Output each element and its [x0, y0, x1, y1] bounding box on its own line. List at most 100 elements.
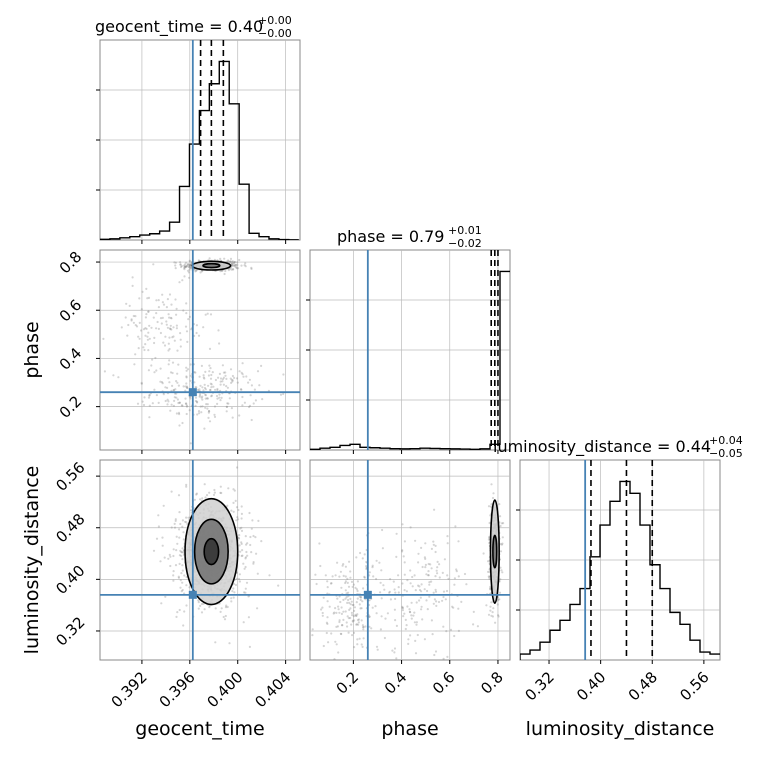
scatter-geocent-time-vs-phase-point [196, 388, 200, 391]
scatter-phase-vs-luminosity-distance-point [321, 606, 324, 609]
scatter-geocent-time-vs-phase-point [240, 388, 243, 391]
scatter-geocent-time-vs-phase-point [178, 401, 181, 404]
scatter-geocent-time-vs-phase-point [253, 388, 256, 391]
scatter-phase-vs-luminosity-distance-point [381, 528, 384, 532]
scatter-phase-vs-luminosity-distance-point [424, 566, 427, 569]
scatter-phase-vs-luminosity-distance-point [393, 651, 396, 654]
scatter-phase-vs-luminosity-distance-point [409, 634, 412, 637]
scatter-phase-vs-luminosity-distance-point [413, 621, 416, 624]
title-luminosity-distance: luminosity_distance = 0.44 [493, 437, 711, 457]
scatter-phase-vs-luminosity-distance-point [397, 574, 400, 577]
scatter-geocent-time-vs-phase-point [279, 393, 283, 396]
scatter-phase-vs-luminosity-distance-point [350, 600, 353, 603]
scatter-geocent-time-vs-phase-point [188, 315, 191, 318]
scatter-phase-vs-luminosity-distance-point [334, 640, 337, 643]
scatter-phase-vs-luminosity-distance-point [431, 633, 434, 636]
xlabel-phase: phase [381, 718, 438, 740]
scatter-geocent-time-vs-phase-point [203, 386, 207, 390]
scatter-geocent-time-vs-phase-point [186, 340, 189, 343]
scatter-geocent-time-vs-phase-point [261, 398, 264, 401]
scatter-geocent-time-vs-luminosity-distance-point [252, 534, 255, 538]
scatter-geocent-time-vs-luminosity-distance-point [256, 572, 259, 575]
scatter-phase-vs-luminosity-distance-point [425, 573, 428, 576]
scatter-phase-vs-luminosity-distance-point [405, 624, 408, 627]
scatter-phase-vs-luminosity-distance-contour-1 [492, 534, 498, 569]
scatter-phase-vs-luminosity-distance-point [350, 611, 353, 615]
scatter-phase-vs-luminosity-distance-point [353, 646, 356, 649]
scatter-geocent-time-vs-phase-point [250, 266, 253, 269]
scatter-geocent-time-vs-luminosity-distance-point [197, 607, 200, 610]
scatter-phase-vs-luminosity-distance-point [429, 563, 432, 566]
scatter-geocent-time-vs-luminosity-distance-point [237, 537, 241, 540]
scatter-phase-vs-luminosity-distance-point [446, 655, 449, 659]
scatter-geocent-time-vs-phase-point [172, 388, 175, 392]
scatter-geocent-time-vs-phase-point [207, 374, 210, 377]
scatter-phase-vs-luminosity-distance-point [325, 631, 328, 635]
scatter-geocent-time-vs-luminosity-distance-point [182, 531, 185, 534]
scatter-geocent-time-vs-phase-point [226, 386, 229, 389]
scatter-phase-vs-luminosity-distance-point [352, 603, 355, 607]
scatter-geocent-time-vs-phase-point [184, 265, 187, 268]
scatter-geocent-time-vs-luminosity-distance-point [178, 608, 181, 612]
scatter-geocent-time-vs-phase-point [159, 380, 162, 383]
scatter-geocent-time-vs-luminosity-distance-point [182, 551, 185, 554]
scatter-phase-vs-luminosity-distance-point [409, 569, 412, 572]
scatter-phase-vs-luminosity-distance-point [347, 598, 350, 602]
scatter-geocent-time-vs-phase-point [183, 275, 186, 278]
scatter-geocent-time-vs-phase-point [204, 394, 207, 397]
scatter-geocent-time-vs-phase-point [189, 363, 192, 366]
scatter-phase-vs-luminosity-distance-point [358, 595, 361, 598]
scatter-geocent-time-vs-phase-point [207, 410, 211, 413]
scatter-geocent-time-vs-phase-point [130, 318, 133, 321]
scatter-phase-vs-luminosity-distance-point [370, 627, 373, 630]
scatter-phase-vs-luminosity-distance-point [355, 623, 358, 626]
scatter-geocent-time-vs-phase-point [219, 380, 222, 383]
scatter-geocent-time-vs-phase-point [195, 386, 198, 389]
scatter-phase-vs-luminosity-distance-point [490, 614, 493, 617]
scatter-geocent-time-vs-phase-point [163, 344, 167, 347]
scatter-phase-vs-luminosity-distance-point [428, 583, 431, 586]
scatter-geocent-time-vs-phase-point [125, 302, 128, 305]
scatter-geocent-time-vs-phase-point [250, 384, 253, 387]
scatter-geocent-time-vs-phase-point [209, 382, 212, 385]
scatter-geocent-time-vs-luminosity-distance-point [225, 604, 228, 607]
scatter-geocent-time-vs-phase-point [173, 339, 176, 342]
scatter-geocent-time-vs-phase-point [160, 381, 164, 384]
scatter-geocent-time-vs-luminosity-distance-point [244, 557, 247, 560]
scatter-phase-vs-luminosity-distance-point [351, 603, 354, 607]
scatter-geocent-time-vs-phase-point [112, 374, 115, 377]
title-geocent-time: geocent_time = 0.40 [95, 17, 263, 37]
scatter-phase-vs-luminosity-distance-point [362, 626, 365, 629]
xtick-label-luminosity-distance-0: 0.32 [522, 668, 558, 704]
scatter-geocent-time-vs-phase-point [204, 313, 207, 316]
scatter-geocent-time-vs-luminosity-distance-point [180, 590, 183, 593]
scatter-phase-vs-luminosity-distance-point [499, 550, 503, 553]
scatter-phase-vs-luminosity-distance-point [355, 588, 358, 591]
scatter-geocent-time-vs-phase-point [142, 403, 146, 407]
scatter-phase-vs-luminosity-distance-point [386, 612, 389, 615]
scatter-phase-vs-luminosity-distance-point [401, 606, 404, 609]
scatter-geocent-time-vs-luminosity-distance-point [174, 564, 178, 567]
scatter-geocent-time-vs-luminosity-distance-point [176, 611, 179, 614]
scatter-geocent-time-vs-phase-point [201, 395, 204, 398]
scatter-phase-vs-luminosity-distance-points [310, 460, 510, 660]
scatter-phase-vs-luminosity-distance-point [383, 636, 386, 640]
scatter-geocent-time-vs-luminosity-distance-point [195, 492, 198, 495]
scatter-geocent-time-vs-phase-point [199, 392, 202, 395]
scatter-phase-vs-luminosity-distance-point [403, 589, 406, 592]
scatter-phase-vs-luminosity-distance-point [356, 613, 359, 616]
scatter-geocent-time-vs-phase-point [160, 322, 163, 325]
scatter-geocent-time-vs-phase-point [177, 401, 180, 405]
scatter-geocent-time-vs-phase-point [138, 297, 141, 300]
scatter-geocent-time-vs-luminosity-distance-point [178, 536, 181, 539]
scatter-geocent-time-vs-phase-point [224, 374, 227, 377]
scatter-phase-vs-luminosity-distance-point [423, 556, 426, 559]
scatter-geocent-time-vs-phase-point [217, 329, 220, 332]
scatter-phase-vs-luminosity-distance-point [418, 585, 421, 588]
scatter-phase-vs-luminosity-distance-point [432, 591, 435, 594]
scatter-geocent-time-vs-phase-point [166, 326, 169, 329]
scatter-phase-vs-luminosity-distance-point [361, 600, 364, 603]
scatter-geocent-time-vs-phase-point [168, 293, 172, 296]
scatter-geocent-time-vs-luminosity-distance-point [238, 544, 241, 547]
scatter-geocent-time-vs-phase-point [179, 263, 182, 266]
